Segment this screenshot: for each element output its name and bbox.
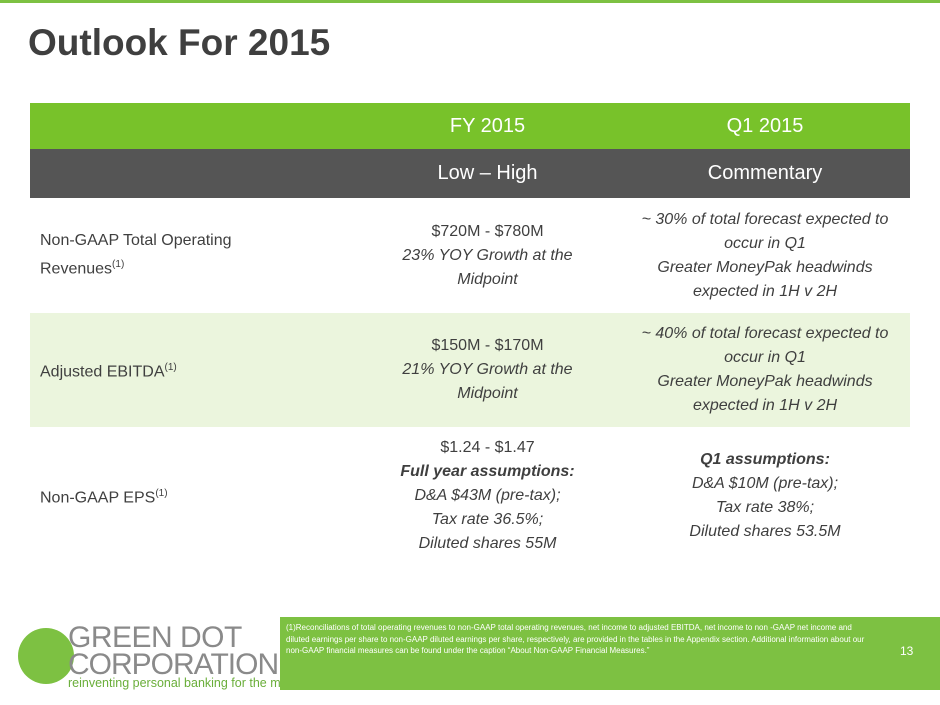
subheader-cell: Commentary: [707, 162, 823, 184]
guidance-line: 23% YOY Growth at the Midpoint: [402, 246, 573, 288]
row-label: Non-GAAP Total Operating Revenues(1): [40, 198, 280, 313]
commentary-line: Tax rate 38%;: [715, 499, 815, 516]
guidance-line: Tax rate 36.5%;: [431, 511, 544, 528]
commentary-line: D&A $10M (pre-tax);: [691, 475, 839, 492]
guidance-line: Full year assumptions:: [400, 463, 575, 480]
slide-title: Outlook For 2015: [28, 22, 331, 63]
logo-name: GREEN DOT: [68, 621, 242, 654]
commentary-line: Greater MoneyPak headwinds expected in 1…: [657, 258, 873, 300]
commentary-line: ~ 30% of total forecast expected to occu…: [641, 210, 889, 252]
footnote: (1)Reconciliations of total operating re…: [286, 623, 865, 655]
row-label: Non-GAAP EPS(1): [40, 427, 280, 565]
commentary-line: Diluted shares 53.5M: [689, 523, 841, 540]
subheader-cell: Low – High: [437, 162, 538, 184]
note-mark: (1): [155, 487, 168, 499]
guidance-line: 21% YOY Growth at the Midpoint: [402, 361, 573, 402]
note-mark: (1): [164, 361, 177, 373]
logo-company: CORPORATION: [68, 648, 279, 681]
header-row: FY 2015 Q1 2015: [30, 103, 910, 149]
note-mark: (1): [112, 259, 125, 271]
footer-band: (1)Reconciliations of total operating re…: [280, 617, 940, 690]
guidance-cell: $150M - $170M 21% YOY Growth at the Midp…: [375, 313, 600, 427]
label-text: Adjusted EBITDA: [40, 363, 165, 381]
header-cell: Q1 2015: [726, 114, 804, 137]
commentary-cell: ~ 40% of total forecast expected to occu…: [635, 313, 895, 427]
guidance-cell: $1.24 - $1.47 Full year assumptions: D&A…: [375, 427, 600, 565]
commentary-cell: ~ 30% of total forecast expected to occu…: [635, 198, 895, 313]
guidance-line: Diluted shares 55M: [418, 535, 557, 552]
guidance-cell: $720M - $780M 23% YOY Growth at the Midp…: [375, 198, 600, 313]
logo-circle: [18, 628, 74, 684]
row-label: Adjusted EBITDA(1): [40, 313, 280, 427]
guidance-line: $1.24 - $1.47: [440, 439, 535, 456]
top-rule: [0, 0, 940, 3]
page-number: 13: [900, 644, 914, 658]
label-text: Non-GAAP EPS: [40, 489, 156, 507]
logo-tagline: reinventing personal banking for the mas…: [68, 676, 314, 690]
guidance-line: $720M - $780M: [431, 222, 544, 240]
subheader-row: Low – High Commentary: [30, 149, 910, 198]
guidance-line: D&A $43M (pre-tax);: [414, 487, 561, 504]
commentary-cell: Q1 assumptions: D&A $10M (pre-tax); Tax …: [635, 427, 895, 565]
label-text: Non-GAAP Total Operating Revenues: [40, 232, 232, 278]
header-cell: FY 2015: [449, 114, 526, 137]
table-row: Non-GAAP EPS(1) $1.24 - $1.47 Full year …: [30, 427, 910, 565]
commentary-line: Greater MoneyPak headwinds expected in 1…: [657, 373, 873, 414]
guidance-line: $150M - $170M: [431, 337, 544, 354]
table-row: Non-GAAP Total Operating Revenues(1) $72…: [30, 198, 910, 313]
table-row: Adjusted EBITDA(1) $150M - $170M 21% YOY…: [30, 313, 910, 427]
commentary-line: Q1 assumptions:: [700, 451, 830, 468]
commentary-line: ~ 40% of total forecast expected to occu…: [641, 325, 889, 366]
